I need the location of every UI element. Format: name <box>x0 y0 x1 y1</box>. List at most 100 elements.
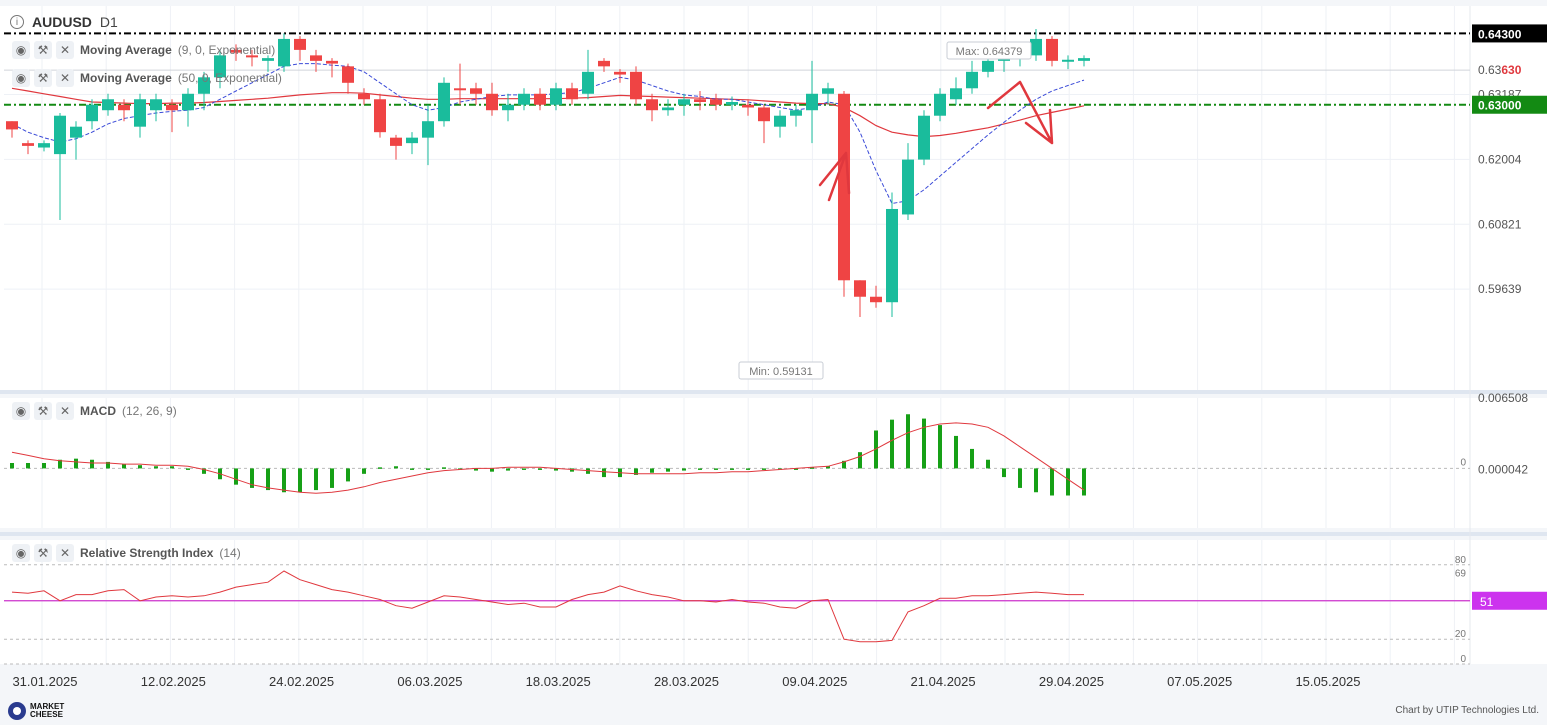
x-tick-label: 18.03.2025 <box>526 674 591 689</box>
eye-icon[interactable]: ◉ <box>12 69 30 87</box>
chart-credit: Chart by UTIP Technologies Ltd. <box>1395 705 1539 716</box>
candle-body <box>198 77 210 94</box>
x-tick-label: 06.03.2025 <box>397 674 462 689</box>
close-icon[interactable]: ✕ <box>56 69 74 87</box>
rsi-level-label: 80 <box>1455 555 1467 566</box>
macd-bar <box>762 468 766 470</box>
indicator-header-rsi: ◉ ⚒ ✕ Relative Strength Index (14) <box>12 544 241 562</box>
close-icon[interactable]: ✕ <box>56 402 74 420</box>
macd-bar <box>58 459 62 469</box>
wrench-icon[interactable]: ⚒ <box>34 41 52 59</box>
macd-bar <box>442 467 446 469</box>
candle-body <box>422 121 434 138</box>
macd-bar <box>682 468 686 471</box>
indicator-name: Relative Strength Index <box>80 546 214 560</box>
candle-body <box>6 121 18 130</box>
candle-body <box>694 99 706 102</box>
wrench-icon[interactable]: ⚒ <box>34 69 52 87</box>
macd-bar <box>1018 468 1022 488</box>
macd-bar <box>106 461 110 469</box>
macd-bar <box>122 464 126 469</box>
macd-bar <box>506 468 510 471</box>
macd-bar <box>410 468 414 470</box>
candle-body <box>598 60 610 67</box>
eye-icon[interactable]: ◉ <box>12 402 30 420</box>
timeframe-label[interactable]: D1 <box>99 14 118 30</box>
close-icon[interactable]: ✕ <box>56 544 74 562</box>
macd-bar <box>650 468 654 473</box>
macd-bar <box>1082 468 1086 496</box>
level-label-box <box>1472 95 1547 114</box>
candle-body <box>678 99 690 105</box>
macd-axis-label: 0.006508 <box>1478 391 1528 405</box>
candle-body <box>486 93 498 111</box>
candle-body <box>806 93 818 111</box>
brand-logo: MARKET CHEESE <box>8 702 64 720</box>
macd-bar <box>394 466 398 469</box>
candle-body <box>1046 38 1058 61</box>
indicator-name: Moving Average <box>80 71 172 85</box>
rsi-current-label: 51 <box>1480 595 1494 609</box>
candle-body <box>438 82 450 122</box>
rsi-current-box <box>1472 591 1547 610</box>
info-icon[interactable]: i <box>10 15 24 29</box>
candle-body <box>854 280 866 297</box>
candle-body <box>582 71 594 94</box>
current-price-label: 0.63630 <box>1478 63 1522 77</box>
macd-bar <box>74 458 78 469</box>
candle-body <box>54 115 66 155</box>
rsi-level-label: 69 <box>1455 568 1467 579</box>
candle-body <box>630 71 642 100</box>
rsi-line <box>11 570 1084 643</box>
candle-body <box>614 71 626 75</box>
macd-bar <box>730 468 734 470</box>
candle-body <box>966 71 978 89</box>
candle-body <box>374 99 386 133</box>
candle-body <box>358 93 370 100</box>
candle-body <box>166 104 178 111</box>
wrench-icon[interactable]: ⚒ <box>34 544 52 562</box>
candle-body <box>310 55 322 61</box>
macd-bar <box>10 463 14 469</box>
candle-body <box>1030 38 1042 56</box>
candle-body <box>214 55 226 78</box>
candle-body <box>134 99 146 127</box>
macd-bar <box>250 468 254 488</box>
wrench-icon[interactable]: ⚒ <box>34 402 52 420</box>
candle-body <box>774 115 786 127</box>
macd-bar <box>314 468 318 491</box>
candle-body <box>550 88 562 105</box>
candle-body <box>518 93 530 105</box>
macd-bar <box>970 448 974 469</box>
macd-bar <box>922 418 926 469</box>
macd-bar <box>634 468 638 475</box>
candle-body <box>886 208 898 303</box>
macd-bar <box>330 468 334 488</box>
candle-body <box>566 88 578 100</box>
macd-bar <box>90 459 94 469</box>
macd-bar <box>698 468 702 470</box>
eye-icon[interactable]: ◉ <box>12 41 30 59</box>
candle-body <box>662 107 674 111</box>
macd-bar <box>362 468 366 474</box>
level-label: 0.64300 <box>1478 27 1522 41</box>
max-annotation: Max: 0.64379 <box>956 46 1023 58</box>
panel-divider <box>0 390 1547 394</box>
eye-icon[interactable]: ◉ <box>12 544 30 562</box>
candle-body <box>1062 59 1074 62</box>
close-icon[interactable]: ✕ <box>56 41 74 59</box>
candle-body <box>294 38 306 50</box>
macd-bar <box>906 414 910 469</box>
macd-bar <box>554 468 558 471</box>
logo-line2: CHEESE <box>30 710 63 719</box>
max-annotation-box <box>946 41 1032 60</box>
macd-zero-label: 0 <box>1460 457 1466 468</box>
panel-divider <box>0 532 1547 536</box>
candle-body <box>118 104 130 111</box>
candle-body <box>934 93 946 116</box>
macd-axis-label: 0.000042 <box>1478 462 1528 476</box>
candle-body <box>742 104 754 108</box>
candle-body <box>390 137 402 146</box>
macd-signal-line <box>11 422 1085 494</box>
